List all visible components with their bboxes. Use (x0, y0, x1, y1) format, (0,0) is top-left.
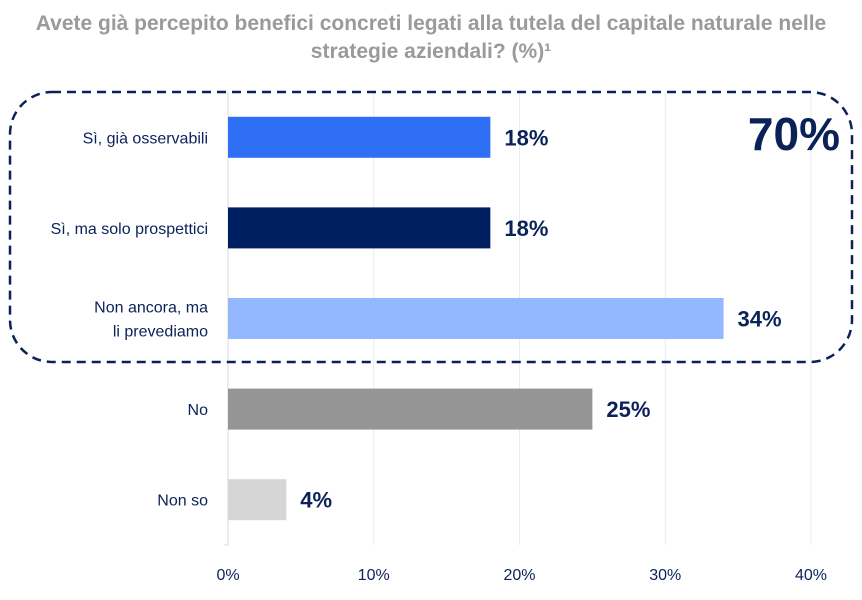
bar (228, 479, 287, 521)
data-label: 34% (738, 307, 782, 332)
x-tick-label: 10% (358, 567, 390, 584)
bar (228, 116, 491, 158)
category-label: Non so (157, 493, 208, 510)
category-label: Non ancora, ma li prevediamo (94, 300, 208, 341)
bar (228, 388, 593, 430)
category-label: Sì, ma solo prospettici (51, 221, 208, 238)
x-tick-label: 20% (503, 567, 535, 584)
bar (228, 298, 724, 339)
data-label: 18% (504, 125, 548, 150)
annotation-box (8, 90, 854, 364)
annotation-total: 70% (748, 108, 840, 160)
bar (228, 207, 491, 249)
data-label: 25% (606, 397, 650, 422)
chart-title: Avete già percepito benefici concreti le… (35, 12, 827, 63)
x-tick-label: 30% (649, 567, 681, 584)
x-tick-label: 0% (216, 567, 239, 584)
x-tick-label: 40% (795, 567, 827, 584)
category-label: Sì, già osservabili (83, 130, 208, 147)
data-label: 4% (300, 488, 332, 513)
data-label: 18% (504, 216, 548, 241)
category-label: No (188, 402, 209, 419)
